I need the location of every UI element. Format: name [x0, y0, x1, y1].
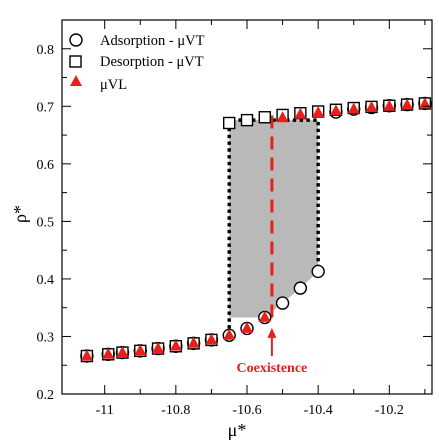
x-tick-label: -10.2 [375, 403, 404, 418]
muvl-point [347, 102, 360, 114]
desorption-point [223, 116, 236, 130]
muvl-point [205, 333, 218, 345]
y-tick-label: 0.7 [37, 100, 55, 115]
data-points [80, 96, 432, 363]
muvl-point [401, 98, 414, 110]
adsorption-point [311, 264, 325, 279]
annotations: Coexistence [237, 327, 308, 376]
y-tick-label: 0.8 [37, 43, 55, 58]
adsorption-point [293, 281, 308, 295]
legend-label-adsorption: Adsorption - μVT [100, 33, 205, 49]
muvl-point [223, 328, 236, 340]
muvl-point [329, 104, 342, 116]
y-tick-label: 0.2 [37, 388, 55, 403]
hysteresis-fill [229, 120, 319, 318]
legend-item-desorption: Desorption - μVT [69, 54, 204, 70]
legend-circle-marker [69, 33, 83, 47]
legend: Adsorption - μVT Desorption - μVT μVL [69, 33, 205, 93]
x-tick-label: -10.4 [304, 403, 333, 418]
y-tick-label: 0.3 [37, 330, 55, 345]
y-tick-label: 0.4 [37, 273, 55, 288]
y-axis-label: ρ* [10, 205, 30, 223]
legend-label-muvl: μVL [100, 77, 127, 93]
muvl-point [134, 344, 147, 356]
muvl-point [383, 99, 396, 111]
x-tick-label: -10.6 [232, 403, 261, 418]
y-tick-label: 0.6 [37, 158, 55, 173]
x-tick-label: -11 [96, 403, 114, 418]
desorption-point [258, 111, 271, 124]
muvl-point [294, 107, 307, 119]
y-tick-label: 0.5 [37, 215, 55, 230]
hysteresis-region [229, 120, 319, 318]
muvl-point [312, 106, 325, 118]
muvl-point [80, 349, 93, 361]
muvl-point [116, 345, 129, 357]
coexistence-arrow-head [267, 327, 277, 338]
muvl-point [241, 321, 253, 333]
muvl-point [258, 310, 271, 322]
muvl-point [102, 347, 115, 359]
legend-square-marker [69, 55, 82, 68]
legend-item-muvl: μVL [70, 75, 127, 93]
legend-triangle-marker [70, 75, 82, 86]
x-axis-label: μ* [228, 420, 247, 440]
muvl-point [187, 336, 200, 348]
coexistence-label: Coexistence [237, 361, 308, 376]
muvl-point [276, 111, 289, 123]
muvl-point [365, 100, 378, 112]
legend-label-desorption: Desorption - μVT [100, 54, 204, 70]
muvl-point [152, 341, 165, 353]
legend-item-adsorption: Adsorption - μVT [69, 33, 205, 49]
ticks: -11 -10.8 -10.6 -10.4 -10.2 0.2 0.3 0.4 0.5 0.6 0.… [37, 20, 432, 418]
muvl-point [169, 339, 182, 351]
muvl-point [418, 97, 431, 109]
desorption-point [240, 113, 254, 127]
adsorption-point [275, 296, 290, 310]
x-tick-label: -10.8 [161, 403, 190, 418]
